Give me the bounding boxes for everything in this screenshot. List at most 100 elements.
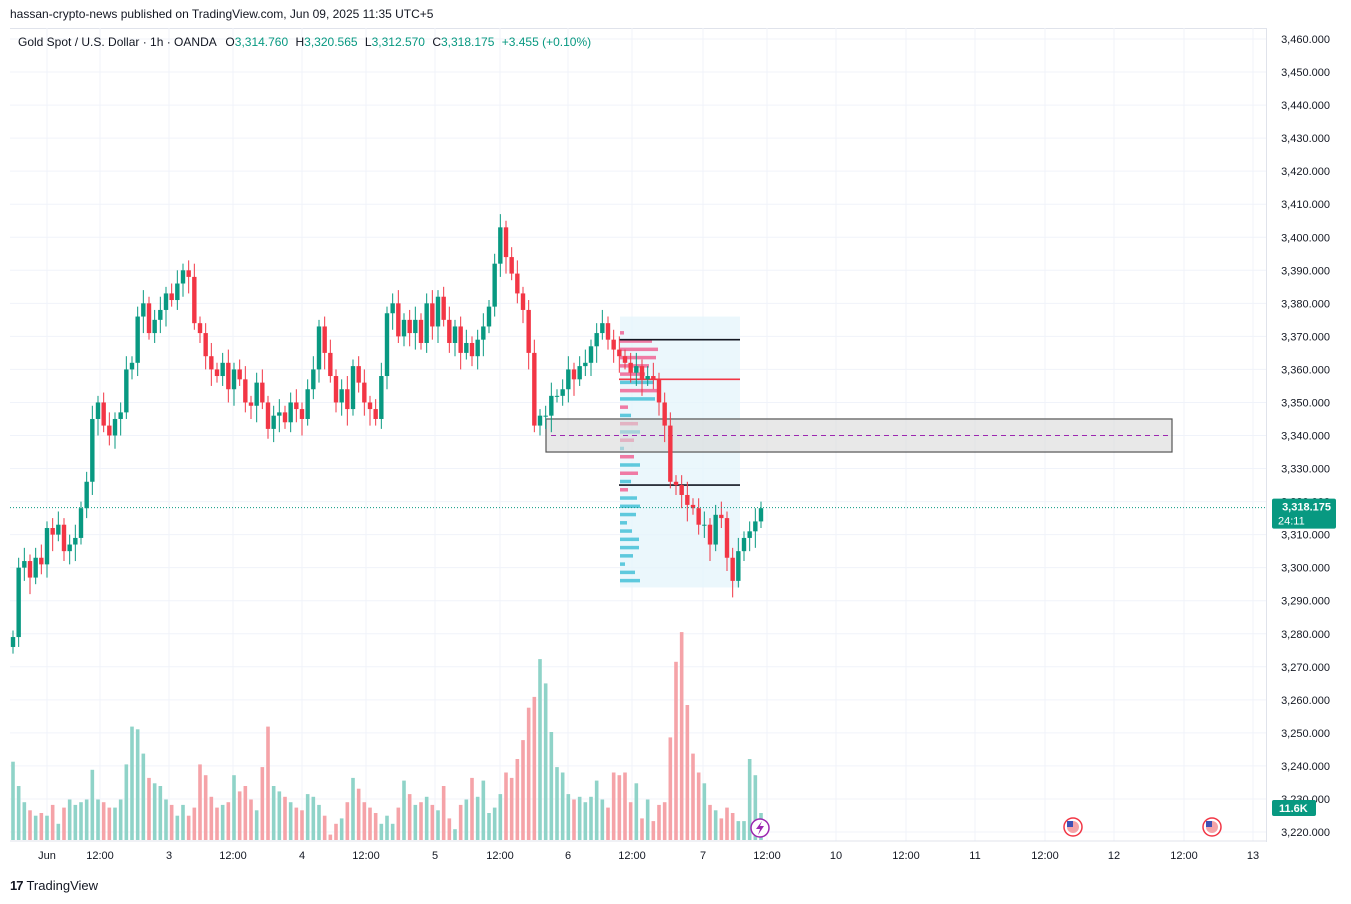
candle-body [107,425,112,436]
candle-body [373,409,378,419]
candle-body [396,303,401,337]
candle-body [418,319,424,343]
x-tick-label: Jun [38,850,56,862]
volume-bar [662,802,667,840]
candle-body [447,319,452,343]
candle-body [61,524,67,552]
volume-bar [118,799,123,840]
volume-bar [532,696,537,840]
candle-body [724,518,730,558]
tradingview-logo[interactable]: 17 TradingView [10,878,98,893]
candle-body [424,303,429,343]
candle-body [265,402,271,429]
volume-bar [521,740,525,840]
candle-body [554,395,560,397]
candle-body [600,323,605,334]
candle-body [401,319,407,337]
volume-bar [147,777,151,840]
candle-body [90,418,95,482]
volume-bar [33,815,38,840]
candle-body [316,326,322,370]
x-tick-label: 12:00 [618,850,646,862]
candle-body [78,508,84,538]
candle-body [282,412,288,423]
candle-body [736,551,741,581]
candle-body [435,296,441,327]
volume-profile-bar [620,347,658,352]
volume-bar [45,815,49,840]
candle-body [458,326,463,353]
volume-bar [339,818,344,840]
volume-bar [674,661,678,840]
volume-profile-bar [620,471,638,475]
volume-profile-bar [620,355,656,360]
candle-body [707,524,713,545]
lightning-bolt-icon [756,821,764,835]
volume-bar [62,807,66,840]
volume-bar [368,807,372,840]
us-flag-canton-icon [1206,821,1212,827]
candle-body [475,339,480,357]
volume-bar [413,804,418,840]
candle-body [413,319,418,334]
legend-symbol: Gold Spot / U.S. Dollar · 1h · OANDA [18,35,217,49]
candle-body [690,504,696,509]
volume-bar [277,791,282,840]
volume-bar [311,796,316,840]
volume-bar [209,796,214,840]
volume-profile-bar [620,496,637,500]
volume-bar [237,791,242,840]
x-tick-label: 5 [432,850,438,862]
volume-bar [606,807,610,840]
x-tick-label: 12:00 [352,850,380,862]
volume-bar [713,810,718,840]
volume-profile-bar [620,562,625,566]
volume-bar [305,794,310,840]
candle-body [498,227,503,264]
candle-body [135,316,140,363]
candle-body [645,376,650,380]
y-tick-label: 3,260.000 [1281,695,1330,707]
volume-bar [736,821,741,840]
volume-bar [317,804,321,840]
volume-bar [192,807,197,840]
candle-body [577,366,582,380]
volume-bar [79,802,83,840]
volume-profile-bar [620,372,645,376]
volume-bar [470,777,474,840]
candle-body [679,485,684,495]
candle-body [560,389,565,396]
candle-body [753,521,758,532]
candle-body [537,415,543,426]
volume-bar [288,802,293,840]
candle-body [44,528,50,565]
candle-body [180,270,186,284]
volume-bar [730,813,735,840]
candle-body [95,402,101,419]
volume-profile-bar [620,545,639,550]
x-tick-label: 12 [1108,850,1120,862]
candle-body [730,557,735,581]
volume-bar [215,807,219,840]
candle-body [152,319,157,334]
candle-body [532,352,537,426]
candle-body [56,524,61,535]
candle-body [39,557,44,565]
volume-bar [135,729,140,840]
candle-body [220,362,225,377]
x-tick-label: 12:00 [1031,850,1059,862]
volume-bar [141,753,146,840]
chart-frame[interactable] [10,28,1267,842]
volume-bar [373,813,378,840]
candle-body [27,561,33,578]
us-flag-canton-icon [1067,821,1073,827]
x-tick-label: 12:00 [753,850,781,862]
candle-body [192,276,197,324]
candle-body [634,366,639,373]
y-tick-label: 3,290.000 [1281,596,1330,608]
candle-body [379,376,384,419]
candle-body [209,356,214,370]
candle-body [248,402,254,406]
volume-profile-bar [620,397,655,401]
